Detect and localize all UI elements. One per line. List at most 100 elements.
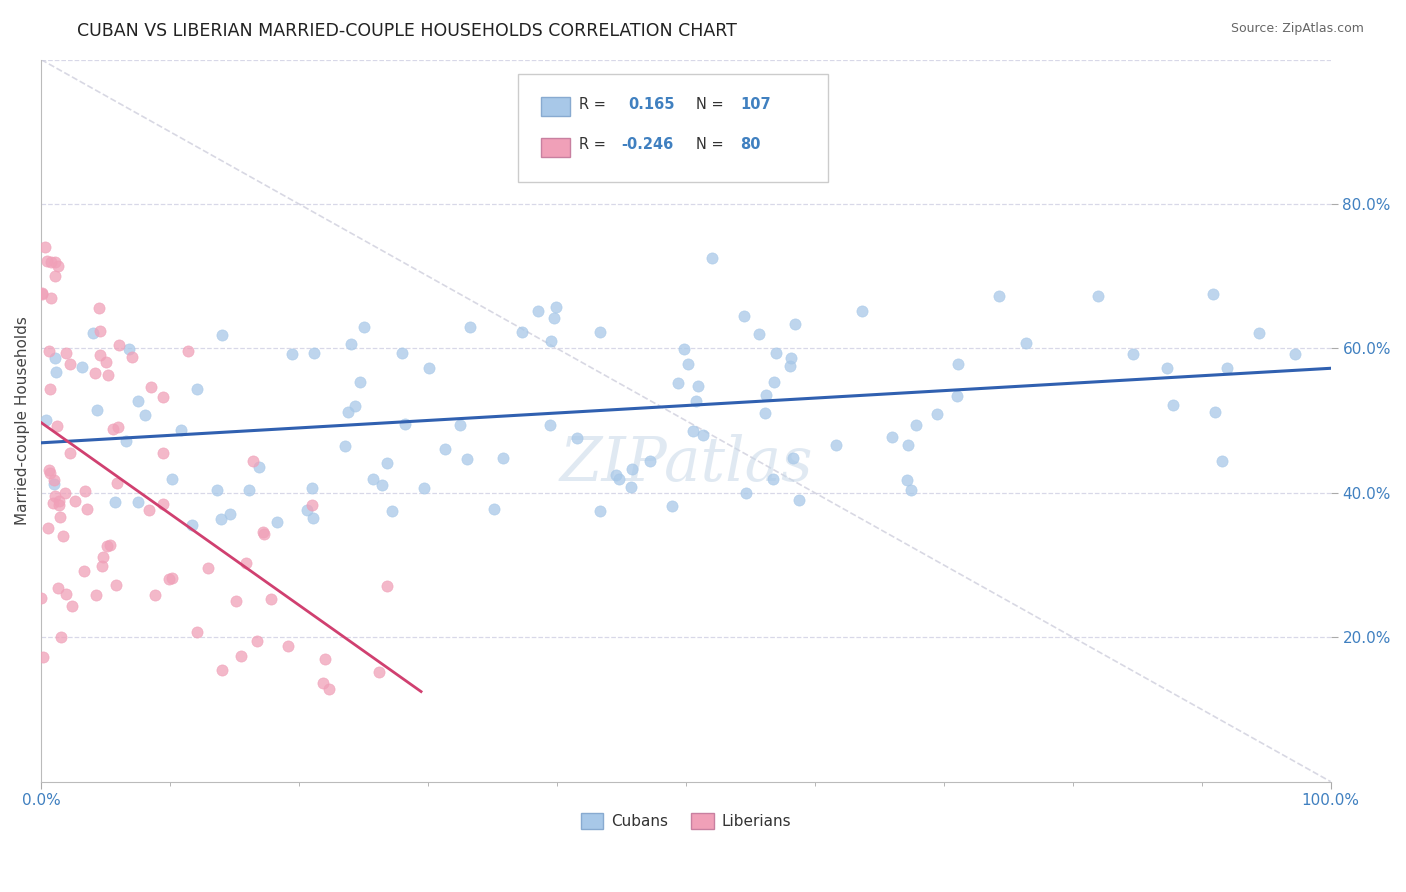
Point [39, 255, 62, 269]
Point [44, 489, 66, 503]
Point [209, 512, 232, 526]
Point [115, 434, 138, 448]
Point [44, 269, 66, 284]
Text: Source: ZipAtlas.com: Source: ZipAtlas.com [1230, 22, 1364, 36]
Point [391, 346, 413, 360]
Point [900, 483, 922, 497]
Point [638, 454, 661, 468]
Point [779, 351, 801, 365]
Point [229, 649, 252, 664]
Point [96, 539, 118, 553]
Point [45, 365, 67, 379]
Point [413, 481, 436, 495]
Text: CUBAN VS LIBERIAN MARRIED-COUPLE HOUSEHOLDS CORRELATION CHART: CUBAN VS LIBERIAN MARRIED-COUPLE HOUSEHO… [77, 22, 737, 40]
Point [104, 494, 127, 508]
Point [42, 496, 65, 510]
Point [35, 413, 58, 427]
Point [82, 326, 104, 340]
Point [371, 478, 394, 492]
Point [89, 324, 111, 338]
Point [295, 502, 318, 516]
Point [340, 337, 363, 351]
Point [35, 253, 58, 268]
Point [42, 473, 65, 487]
Point [1284, 346, 1306, 360]
Point [538, 418, 561, 433]
Point [754, 406, 776, 420]
Point [266, 515, 288, 529]
Point [98, 538, 121, 552]
Point [381, 504, 404, 518]
Point [87, 301, 110, 315]
Point [48, 510, 70, 524]
Point [672, 342, 695, 356]
Point [896, 474, 918, 488]
FancyBboxPatch shape [519, 74, 828, 182]
Point [44, 254, 66, 268]
Point [456, 451, 478, 466]
Point [46, 259, 69, 273]
Point [45, 419, 67, 434]
Point [104, 578, 127, 592]
Point [42, 477, 65, 491]
Point [787, 493, 810, 508]
Point [162, 472, 184, 486]
Point [301, 498, 323, 512]
Point [312, 676, 335, 690]
Point [97, 368, 120, 383]
Point [117, 343, 139, 357]
Point [134, 408, 156, 422]
Point [86, 589, 108, 603]
Point [76, 502, 98, 516]
Point [127, 494, 149, 508]
Point [49, 630, 72, 644]
Point [121, 351, 143, 365]
Point [565, 431, 588, 445]
Text: R =: R = [579, 97, 606, 112]
Point [157, 572, 180, 586]
Point [302, 511, 325, 525]
Point [197, 561, 219, 575]
Legend: Cubans, Liberians: Cubans, Liberians [575, 807, 797, 836]
Point [733, 309, 755, 323]
Point [620, 480, 643, 494]
Point [107, 419, 129, 434]
Text: R =: R = [579, 137, 606, 153]
Point [260, 591, 283, 606]
Point [83, 366, 105, 380]
Point [1087, 289, 1109, 303]
Point [607, 472, 630, 486]
Point [1247, 326, 1270, 341]
Text: -0.246: -0.246 [621, 137, 673, 153]
Point [824, 438, 846, 452]
Point [1156, 360, 1178, 375]
Point [458, 319, 481, 334]
Point [235, 556, 257, 570]
Point [48, 499, 70, 513]
Bar [541, 97, 569, 116]
Point [987, 289, 1010, 303]
Y-axis label: Married-couple Households: Married-couple Households [15, 316, 30, 525]
Point [1216, 360, 1239, 375]
Point [375, 578, 398, 592]
Point [152, 446, 174, 460]
Point [540, 334, 562, 348]
Point [91, 559, 114, 574]
Point [39, 466, 62, 480]
Point [343, 399, 366, 413]
Point [897, 438, 920, 452]
Point [138, 502, 160, 516]
Point [186, 625, 208, 640]
Point [96, 355, 118, 369]
Point [89, 348, 111, 362]
Point [46, 581, 69, 595]
Point [946, 389, 969, 403]
Point [60, 599, 83, 614]
Point [277, 640, 299, 654]
Point [55, 587, 77, 601]
Point [762, 472, 785, 486]
Point [783, 317, 806, 331]
Point [880, 430, 903, 444]
Point [692, 428, 714, 442]
Point [181, 518, 204, 533]
